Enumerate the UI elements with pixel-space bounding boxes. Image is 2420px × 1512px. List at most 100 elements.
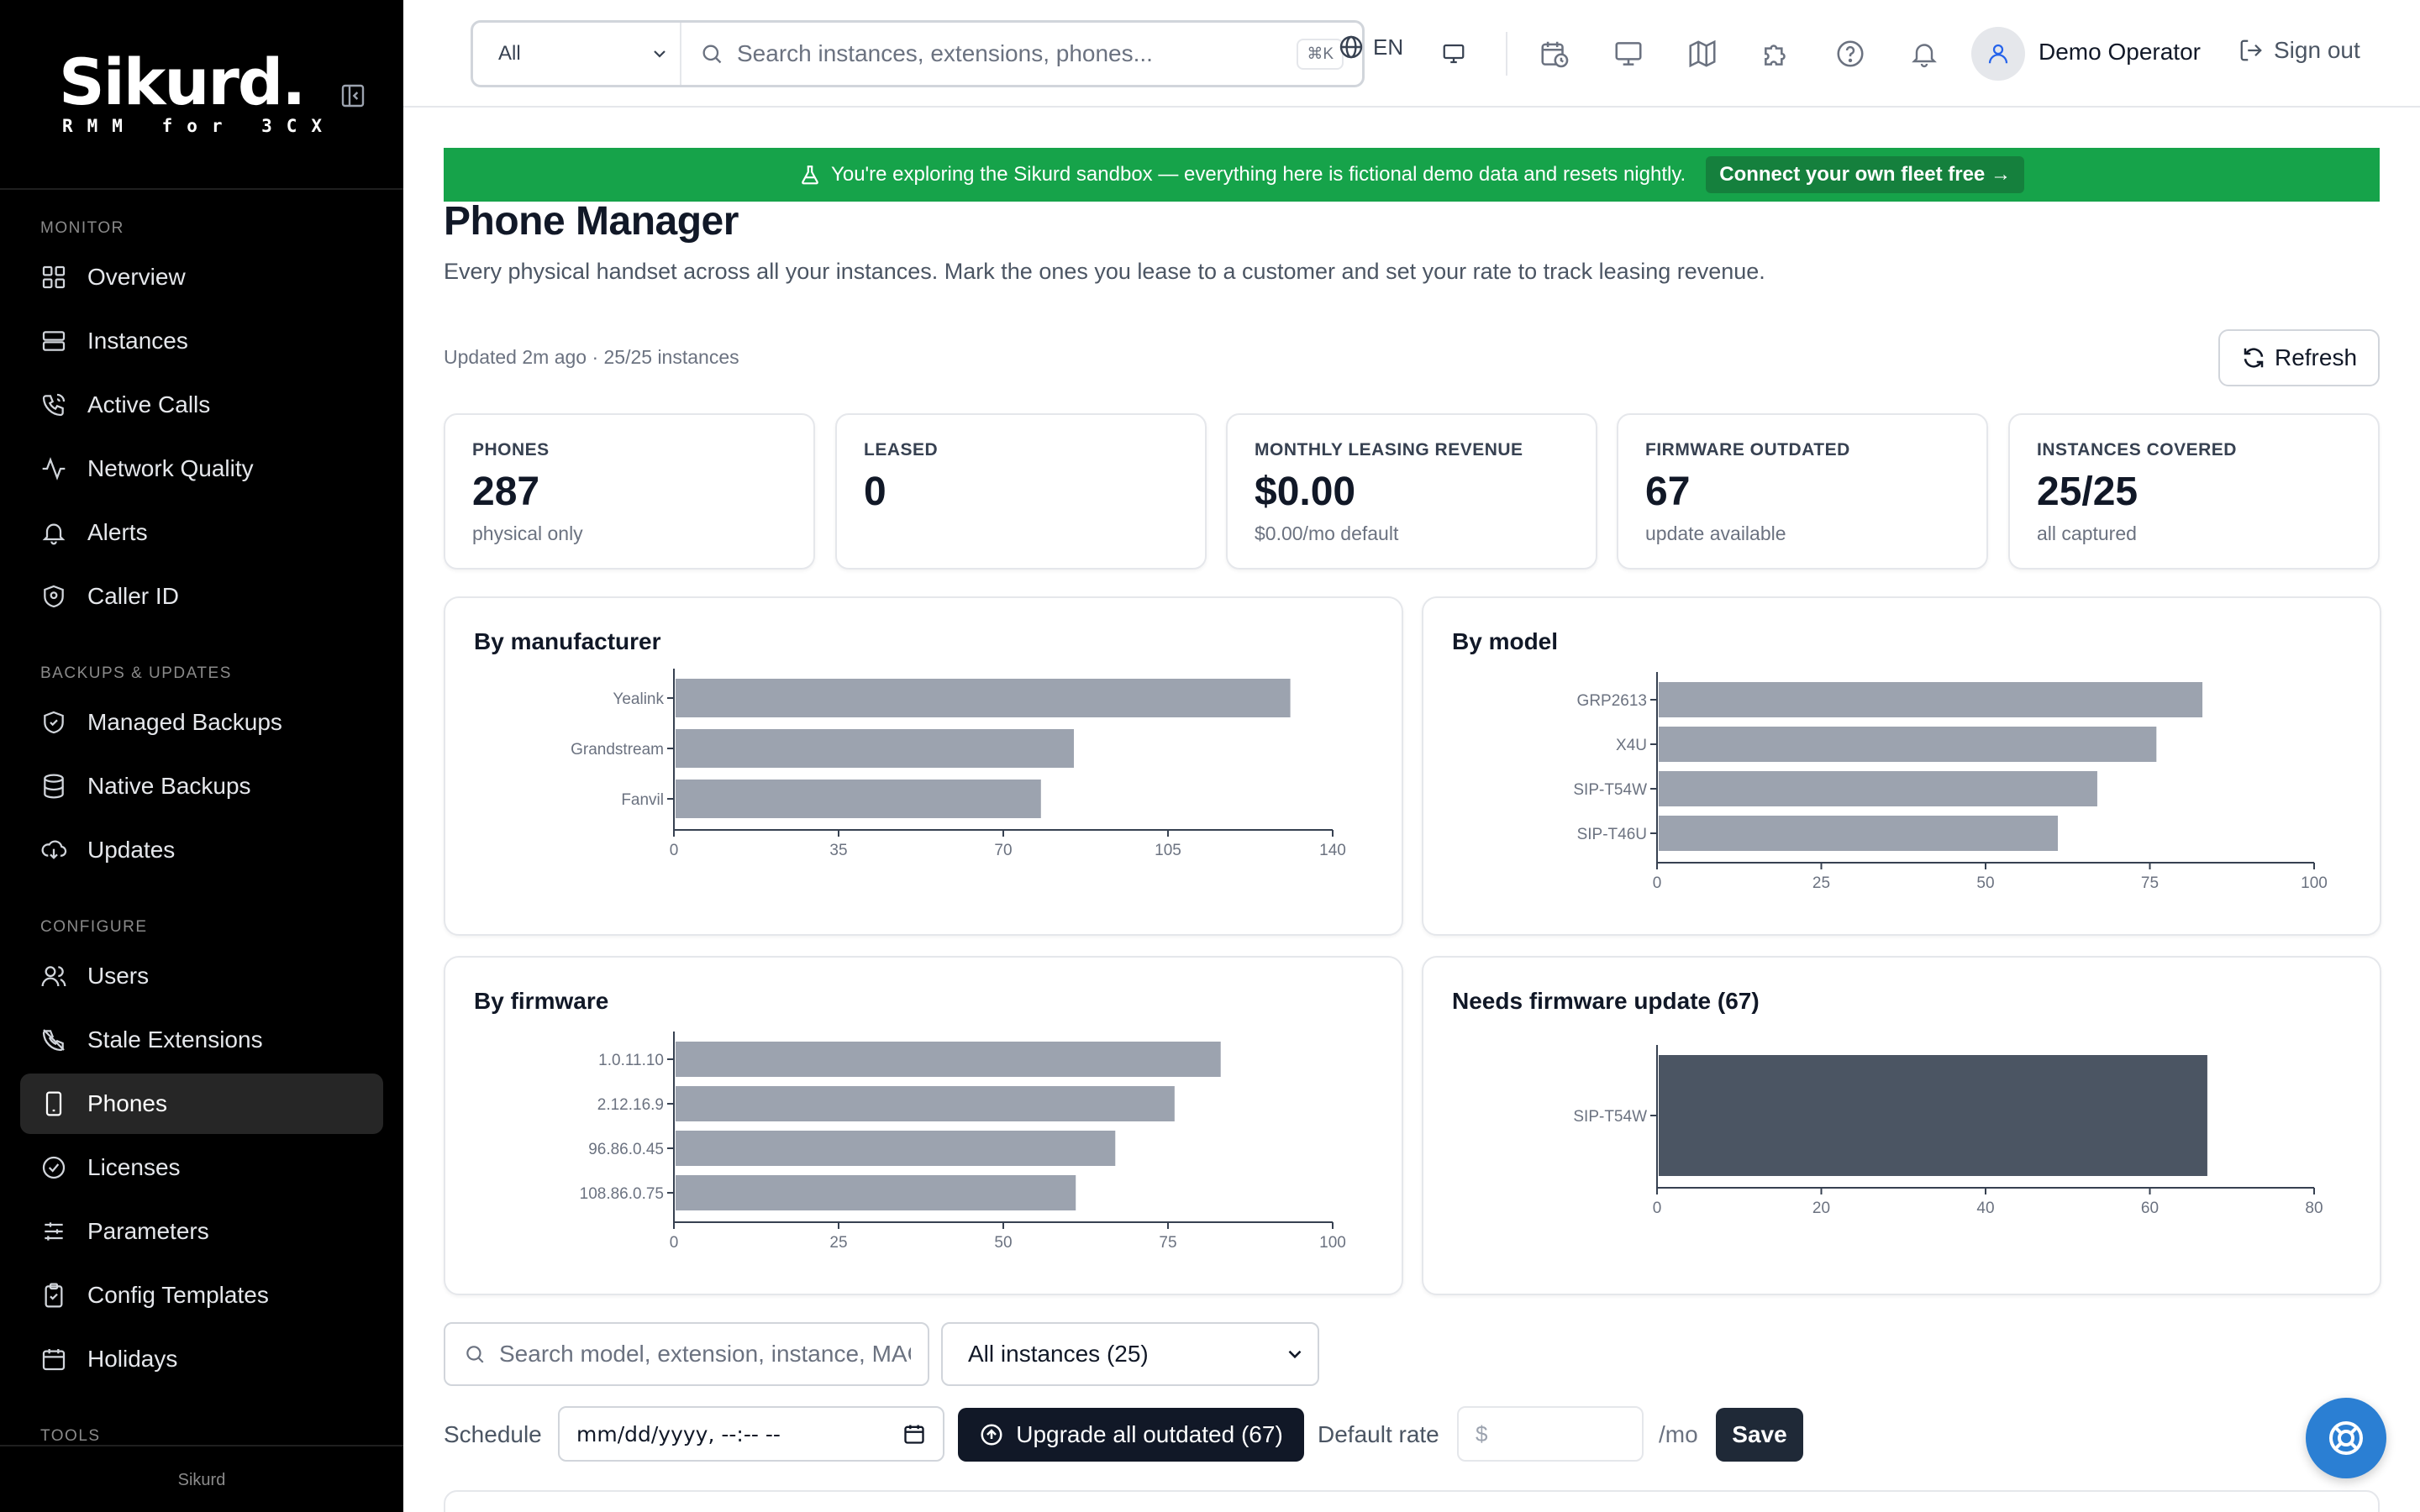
phones-table-card <box>444 1490 2380 1512</box>
stat-card-revenue: MONTHLY LEASING REVENUE $0.00 $0.00/mo d… <box>1226 413 1597 570</box>
global-search-input[interactable]: Search instances, extensions, phones... … <box>681 38 1362 70</box>
monitor-icon[interactable] <box>1608 34 1649 74</box>
updated-status: Updated 2m ago · 25/25 instances <box>444 346 739 368</box>
stat-sub: update available <box>1645 522 1786 544</box>
sidebar-item-label: Managed Backups <box>87 709 282 735</box>
chart-bar[interactable] <box>1659 682 2203 717</box>
lifebuoy-icon <box>2329 1421 2363 1455</box>
save-rate-button[interactable]: Save <box>1716 1408 1803 1462</box>
chart-card-firmware: By firmware 1.0.11.10 2.12.16.9 96.86.0.45… <box>444 956 1403 1295</box>
search-icon <box>702 45 722 64</box>
help-icon[interactable] <box>1830 34 1870 74</box>
y-tick-label: 2.12.16.9 <box>597 1096 664 1114</box>
sidebar-item-active-calls[interactable]: Active Calls <box>20 375 383 435</box>
chart-bar[interactable] <box>1659 816 2059 851</box>
global-search: All Search instances, extensions, phones… <box>471 20 1365 87</box>
sidebar-item-parameters[interactable]: Parameters <box>20 1201 383 1262</box>
chart-bar[interactable] <box>1659 1055 2207 1176</box>
phone-search[interactable] <box>444 1322 929 1386</box>
bell-icon <box>42 523 66 545</box>
stat-label: LEASED <box>864 440 939 459</box>
sidebar-item-holidays[interactable]: Holidays <box>20 1329 383 1389</box>
refresh-button[interactable]: Refresh <box>2218 329 2380 386</box>
logo[interactable]: Sikurd. RMM for 3CX <box>59 49 336 137</box>
page-title: Phone Manager <box>444 199 739 244</box>
search-scope-select[interactable]: All <box>473 23 681 85</box>
support-button[interactable] <box>2306 1398 2386 1478</box>
sidebar-item-label: Caller ID <box>87 583 179 609</box>
sidebar-collapse-icon[interactable] <box>339 82 366 109</box>
x-tick-label: 70 <box>994 842 1012 859</box>
x-tick-label: 35 <box>829 842 847 859</box>
calendar-icon <box>42 1349 66 1371</box>
sidebar-item-label: Licenses <box>87 1154 181 1180</box>
y-tick-label: Fanvil <box>621 791 664 809</box>
puzzle-icon[interactable] <box>1756 34 1797 74</box>
schedule-datetime-input[interactable]: mm/dd/yyyy, --:-- -- <box>558 1406 944 1462</box>
default-rate-input[interactable] <box>1494 1420 1621 1447</box>
chart-bar[interactable] <box>676 780 1041 818</box>
sliders-icon <box>45 1222 63 1241</box>
sidebar-item-caller-id[interactable]: Caller ID <box>20 566 383 627</box>
sidebar-item-instances[interactable]: Instances <box>20 311 383 371</box>
chevron-down-icon <box>654 50 666 58</box>
chart-bar[interactable] <box>676 679 1291 717</box>
notifications-icon[interactable] <box>1904 34 1944 74</box>
sidebar-item-native-backups[interactable]: Native Backups <box>20 756 383 816</box>
chart-bar[interactable] <box>676 1175 1076 1210</box>
sidebar-item-updates[interactable]: Updates <box>20 820 383 880</box>
chart-bar[interactable] <box>676 1131 1116 1166</box>
sign-out-button[interactable]: Sign out <box>2238 37 2360 64</box>
language-switcher[interactable]: EN <box>1338 34 1403 60</box>
default-rate-field[interactable]: $ <box>1457 1406 1644 1462</box>
sidebar-item-phones[interactable]: Phones <box>20 1074 383 1134</box>
chart-bar[interactable] <box>1659 771 2097 806</box>
stat-card-firmware-outdated: FIRMWARE OUTDATED 67 update available <box>1617 413 1988 570</box>
rate-suffix: /mo <box>1659 1421 1698 1447</box>
connect-fleet-button[interactable]: Connect your own fleet free → <box>1706 156 2024 193</box>
map-icon[interactable] <box>1682 34 1723 74</box>
activity-icon <box>42 457 66 480</box>
sidebar-item-overview[interactable]: Overview <box>20 247 383 307</box>
sidebar-divider <box>0 188 403 190</box>
flask-icon <box>802 165 818 185</box>
sidebar-item-network-quality[interactable]: Network Quality <box>20 438 383 499</box>
sidebar-footer: Sikurd <box>0 1445 403 1512</box>
phone-search-input[interactable] <box>499 1341 911 1368</box>
sign-out-label: Sign out <box>2274 37 2360 63</box>
rate-currency: $ <box>1476 1420 1488 1446</box>
sidebar-item-managed-backups[interactable]: Managed Backups <box>20 692 383 753</box>
display-mode-icon[interactable] <box>1434 34 1474 74</box>
sidebar-item-alerts[interactable]: Alerts <box>20 502 383 563</box>
stat-value: 0 <box>864 470 886 514</box>
sidebar-item-stale-extensions[interactable]: Stale Extensions <box>20 1010 383 1070</box>
stat-sub: all captured <box>2037 522 2137 544</box>
chart-bar[interactable] <box>676 729 1074 768</box>
sidebar-item-users[interactable]: Users <box>20 946 383 1006</box>
x-tick-label: 100 <box>2301 874 2328 892</box>
sidebar-item-config-templates[interactable]: Config Templates <box>20 1265 383 1326</box>
chart-title: By firmware <box>474 988 609 1014</box>
instance-filter-select[interactable]: All instances (25) <box>941 1322 1319 1386</box>
x-tick-label: 50 <box>994 1234 1012 1252</box>
chart-bar[interactable] <box>676 1086 1175 1121</box>
sidebar-item-licenses[interactable]: Licenses <box>20 1137 383 1198</box>
sidebar-section-gap <box>20 880 383 906</box>
y-tick-label: 1.0.11.10 <box>598 1052 664 1069</box>
calendar-icon <box>904 1425 924 1444</box>
server-icon <box>42 331 66 351</box>
user-name[interactable]: Demo Operator <box>2039 39 2201 65</box>
sidebar-item-label: Native Backups <box>87 773 251 799</box>
chart-bar[interactable] <box>1659 727 2157 762</box>
y-tick-label: SIP-T46U <box>1577 826 1647 843</box>
calendar-clock-icon[interactable] <box>1534 34 1575 74</box>
x-tick-label: 0 <box>1653 1200 1662 1217</box>
avatar[interactable] <box>1971 27 2025 81</box>
chart-bar[interactable] <box>676 1042 1221 1077</box>
x-tick-label: 100 <box>1319 1234 1346 1252</box>
upgrade-all-button[interactable]: Upgrade all outdated (67) <box>958 1408 1304 1462</box>
x-tick-label: 25 <box>829 1234 847 1252</box>
stat-value: 67 <box>1645 470 1691 514</box>
x-tick-label: 0 <box>1653 874 1662 892</box>
chart-card-needs-update: Needs firmware update (67) SIP-T54W 0 20 40… <box>1422 956 2381 1295</box>
